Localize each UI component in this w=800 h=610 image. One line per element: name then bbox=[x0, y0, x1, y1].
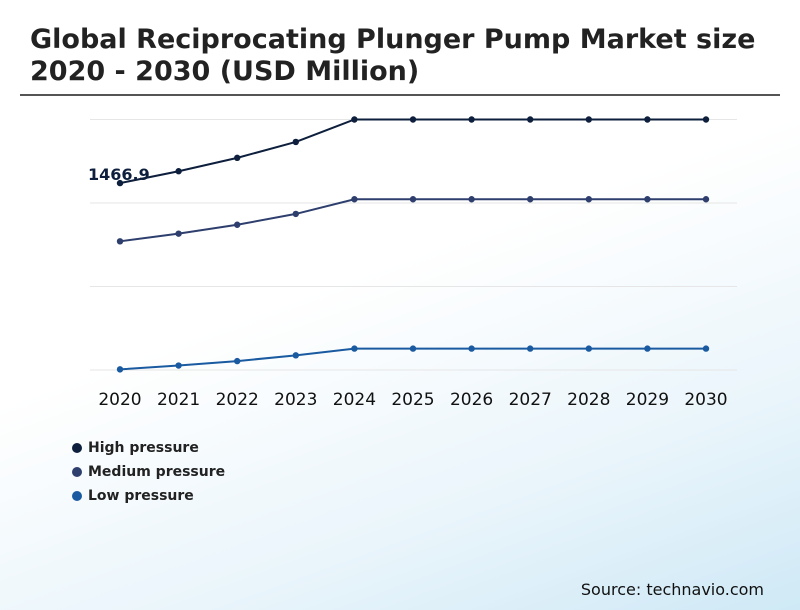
x-tick-label: 2021 bbox=[157, 390, 200, 410]
legend-marker-medium-pressure bbox=[72, 467, 82, 477]
x-axis-ticks: 2020 2021 2022 2023 2024 2025 2026 2027 2028 2029… bbox=[98, 390, 727, 410]
data-point bbox=[292, 138, 299, 146]
data-point bbox=[527, 196, 534, 203]
legend-label-low-pressure: Low pressure bbox=[88, 488, 194, 504]
data-point bbox=[585, 196, 592, 203]
source-credit: Source: technavio.com bbox=[580, 580, 764, 599]
data-point bbox=[409, 196, 417, 203]
legend: High pressure Medium pressure Low pressu… bbox=[72, 436, 225, 508]
data-point bbox=[351, 196, 358, 203]
title-divider bbox=[20, 94, 780, 96]
data-point bbox=[351, 116, 358, 123]
series-line-1 bbox=[119, 198, 706, 243]
gridlines bbox=[90, 119, 737, 371]
x-tick-label: 2027 bbox=[509, 390, 552, 410]
annotations: 1466.9 bbox=[88, 165, 150, 184]
data-point bbox=[468, 116, 475, 123]
x-tick-label: 2024 bbox=[333, 390, 376, 410]
data-point bbox=[116, 238, 124, 245]
data-point bbox=[409, 116, 417, 123]
legend-marker-high-pressure bbox=[72, 443, 82, 453]
data-point bbox=[175, 230, 182, 237]
data-point bbox=[527, 345, 534, 352]
legend-item-low-pressure[interactable]: Low pressure bbox=[72, 484, 225, 508]
legend-label-high-pressure: High pressure bbox=[88, 440, 199, 456]
data-point bbox=[116, 179, 124, 187]
data-point bbox=[468, 345, 475, 352]
data-point bbox=[702, 345, 710, 352]
data-point bbox=[175, 362, 182, 369]
data-point bbox=[585, 345, 592, 352]
data-point bbox=[644, 196, 651, 203]
data-point bbox=[351, 345, 358, 352]
data-label: 1466.9 bbox=[88, 165, 150, 184]
x-tick-label: 2020 bbox=[98, 390, 141, 410]
data-point bbox=[702, 196, 710, 203]
legend-label-medium-pressure: Medium pressure bbox=[88, 464, 226, 480]
data-point bbox=[702, 116, 710, 123]
x-tick-label: 2025 bbox=[391, 390, 434, 410]
data-points bbox=[116, 116, 710, 373]
x-tick-label: 2029 bbox=[626, 390, 669, 410]
x-tick-label: 2026 bbox=[450, 390, 493, 410]
data-point bbox=[116, 366, 124, 373]
chart-title: Global Reciprocating Plunger Pump Market… bbox=[30, 24, 756, 87]
series-lines bbox=[119, 118, 706, 371]
data-point bbox=[175, 168, 182, 175]
x-tick-label: 2023 bbox=[274, 390, 317, 410]
data-point bbox=[468, 196, 475, 203]
legend-item-medium-pressure[interactable]: Medium pressure bbox=[72, 460, 225, 484]
x-tick-label: 2030 bbox=[684, 390, 727, 410]
data-point bbox=[234, 357, 241, 365]
data-point bbox=[644, 116, 651, 123]
x-tick-label: 2028 bbox=[567, 390, 610, 410]
x-tick-label: 2022 bbox=[216, 390, 259, 410]
data-point bbox=[234, 221, 241, 228]
data-point bbox=[234, 154, 241, 162]
data-point bbox=[292, 352, 299, 359]
data-point bbox=[585, 116, 592, 123]
series-line-0 bbox=[119, 118, 706, 185]
data-point bbox=[292, 210, 299, 218]
legend-item-high-pressure[interactable]: High pressure bbox=[72, 436, 225, 460]
data-point bbox=[644, 345, 651, 352]
legend-marker-low-pressure bbox=[72, 491, 82, 501]
data-point bbox=[527, 116, 534, 123]
data-point bbox=[409, 345, 417, 352]
